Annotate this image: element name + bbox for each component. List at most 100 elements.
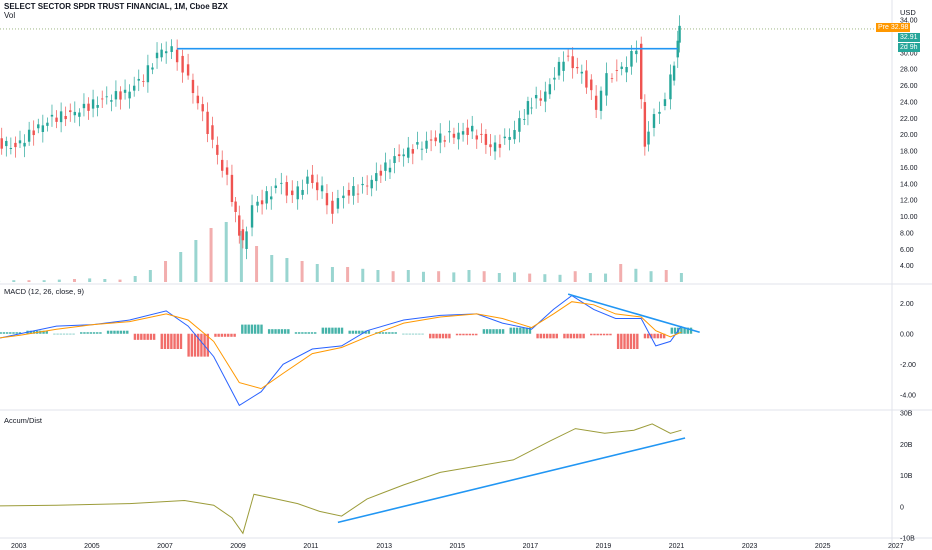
candle-body (625, 66, 628, 73)
macd-histogram-bar (106, 330, 110, 334)
candle-body (137, 78, 140, 81)
candle-body (230, 174, 234, 202)
macd-histogram-bar (9, 332, 12, 334)
macd-histogram-bar (340, 327, 344, 334)
candle-body (452, 133, 456, 138)
macd-histogram-bar (512, 327, 516, 334)
volume-bar (664, 270, 668, 282)
macd-histogram-bar (0, 332, 2, 334)
price-tick-label: 26.00 (900, 83, 918, 90)
year-tick-label: 2021 (669, 543, 685, 550)
macd-histogram-bar (310, 332, 314, 334)
candle-body (498, 144, 502, 148)
pre-market-tag: Pre 32.98 (876, 23, 911, 32)
macd-histogram-bar (599, 333, 603, 336)
candle-body (534, 94, 538, 99)
candle-body (356, 193, 360, 195)
candle-body (285, 182, 288, 196)
candle-body (41, 125, 45, 133)
candle-body (250, 205, 254, 228)
candle-body (151, 67, 154, 70)
year-tick-label: 2015 (450, 543, 466, 550)
candle-body (220, 159, 224, 171)
macd-histogram-bar (152, 333, 156, 340)
macd-histogram-bar (462, 333, 465, 336)
price-tick-label: 6.00 (900, 247, 914, 254)
macd-tick-label: 2.00 (900, 301, 914, 308)
macd-histogram-bar (418, 333, 421, 335)
macd-histogram-bar (348, 330, 351, 334)
volume-bar (224, 222, 228, 282)
macd-histogram-bar (435, 333, 438, 339)
macd-histogram-bar (686, 327, 690, 334)
macd-histogram-bar (653, 333, 656, 339)
candle-body (576, 66, 579, 69)
candle-body (181, 55, 184, 73)
macd-histogram-bar (489, 329, 492, 334)
candle-body (590, 79, 593, 91)
macd-histogram-bar (402, 333, 405, 335)
macd-histogram-bar (56, 333, 59, 335)
macd-histogram-bar (193, 333, 197, 357)
candle-body (55, 117, 58, 122)
candle-body (361, 183, 364, 186)
candle-body (434, 137, 437, 142)
volume-bar (634, 268, 638, 282)
candle-body (18, 140, 22, 144)
macd-histogram-bar (670, 327, 674, 334)
candle-body (186, 64, 190, 76)
candle-body (155, 52, 159, 59)
candle-body (397, 154, 401, 157)
macd-histogram-bar (501, 329, 505, 334)
candle-body (336, 198, 340, 209)
year-tick-label: 2013 (376, 543, 392, 550)
candle-body (370, 179, 373, 189)
ad-tick-label: -10B (900, 536, 915, 543)
year-tick-label: 2003 (11, 543, 27, 550)
candle-body (245, 231, 248, 249)
macd-histogram-bar (643, 333, 647, 339)
macd-histogram-bar (99, 332, 102, 334)
macd-histogram-bar (62, 333, 66, 335)
macd-histogram-bar (133, 333, 137, 340)
year-tick-label: 2017 (523, 543, 539, 550)
price-tick-label: 34.00 (900, 18, 918, 25)
macd-histogram-bar (555, 333, 558, 339)
macd-histogram-bar (15, 332, 18, 334)
macd-histogram-bar (414, 333, 418, 335)
candle-body (523, 118, 526, 120)
volume-bar (619, 264, 623, 282)
candle-body (489, 144, 492, 148)
candle-body (64, 115, 67, 120)
price-tick-label: 24.00 (900, 99, 918, 106)
candle-body (260, 200, 264, 205)
candle-body (539, 98, 542, 101)
candle-body (311, 174, 314, 183)
candle-body (407, 147, 410, 158)
candle-body (325, 193, 329, 206)
macd-histogram-bar (324, 327, 328, 334)
volume-bar (604, 273, 608, 282)
candle-body (439, 133, 442, 143)
macd-histogram-bar (563, 333, 566, 339)
candle-body (128, 91, 131, 99)
macd-histogram-bar (267, 329, 271, 334)
volume-bar (497, 273, 501, 282)
candle-body (518, 118, 521, 132)
volume-bar (88, 278, 92, 282)
macd-histogram-bar (5, 332, 9, 334)
ad-tick-label: 0 (900, 504, 904, 511)
candle-body (101, 98, 104, 100)
macd-histogram-bar (620, 333, 623, 349)
macd-histogram-bar (519, 327, 522, 334)
macd-histogram-bar (307, 332, 310, 334)
macd-histogram-bar (146, 333, 149, 340)
macd-histogram-bar (197, 333, 200, 357)
macd-histogram-bar (471, 333, 475, 336)
macd-histogram-bar (59, 333, 62, 335)
volume-bar (679, 273, 683, 282)
macd-histogram-bar (72, 333, 75, 335)
volume-bar (239, 231, 243, 282)
candle-body (635, 50, 638, 55)
volume-bar (270, 255, 274, 282)
